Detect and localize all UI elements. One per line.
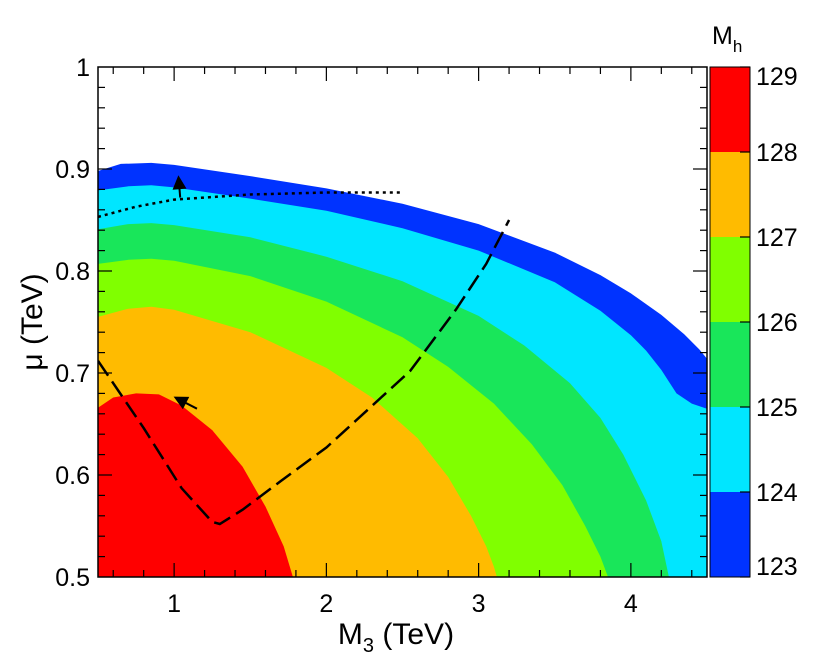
contour-region-5 (98, 393, 293, 577)
colorbar-tick-label: 123 (756, 553, 798, 581)
colorbar-title-subscript: h (733, 37, 742, 56)
colorbar-band-1 (710, 407, 750, 492)
colorbar-band-4 (710, 152, 750, 237)
y-tick-label: 0.5 (55, 564, 90, 592)
colorbar-band-5 (710, 67, 750, 152)
colorbar-band-0 (710, 492, 750, 577)
colorbar-tick-label: 128 (756, 139, 798, 167)
colorbar-title: Mh (712, 22, 742, 56)
colorbar-tick-label: 127 (756, 224, 798, 252)
axis-tick-labels: 1 2 3 4 0.5 0.6 0.7 0.8 0.9 1 (55, 54, 638, 618)
colorbar (710, 67, 750, 577)
plot-frame (97, 66, 708, 578)
contour-regions (98, 162, 707, 577)
colorbar-band-2 (710, 322, 750, 407)
overlay-curves (98, 175, 511, 526)
colorbar-tick-label: 129 (756, 63, 798, 91)
colorbar-tick-label: 124 (756, 479, 798, 507)
colorbar-tick-label: 125 (756, 394, 798, 422)
axis-ticks (98, 67, 707, 577)
y-tick-label: 0.9 (55, 156, 90, 184)
y-tick-label: 0.6 (55, 462, 90, 490)
x-tick-label: 3 (472, 590, 486, 618)
x-axis-title: M3 (TeV) (338, 618, 454, 657)
y-tick-label: 1 (76, 54, 90, 82)
dashed-path (98, 219, 511, 526)
x-tick-label: 2 (319, 590, 333, 618)
y-axis-title: μ (TeV) (16, 273, 49, 370)
x-tick-label: 1 (167, 590, 181, 618)
x-tick-label: 4 (624, 590, 638, 618)
dotted-path-arrow-head (172, 175, 187, 190)
colorbar-tick-label: 126 (756, 309, 798, 337)
y-tick-label: 0.8 (55, 258, 90, 286)
colorbar-band-3 (710, 237, 750, 322)
colorbar-tick-labels: 123 124 125 126 127 128 129 (740, 63, 798, 581)
y-tick-label: 0.7 (55, 360, 90, 388)
x-axis-title-subscript: 3 (363, 635, 374, 657)
dashed-path-arrow-head (173, 396, 190, 410)
